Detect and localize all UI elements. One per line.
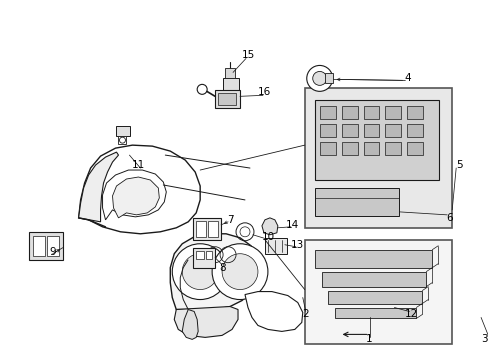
Bar xyxy=(208,221,218,237)
Bar xyxy=(314,188,399,216)
Bar xyxy=(29,232,62,260)
Bar xyxy=(218,93,236,105)
Text: 1: 1 xyxy=(366,334,372,345)
Circle shape xyxy=(197,84,207,94)
Bar xyxy=(223,78,239,90)
Bar xyxy=(385,142,401,155)
Bar xyxy=(385,106,401,119)
Bar xyxy=(224,68,235,78)
Bar xyxy=(385,124,401,137)
Bar xyxy=(363,142,379,155)
Bar xyxy=(314,250,431,268)
Text: 7: 7 xyxy=(226,215,233,225)
Circle shape xyxy=(172,244,227,300)
Text: 6: 6 xyxy=(445,213,451,223)
Text: 8: 8 xyxy=(218,263,225,273)
Text: 14: 14 xyxy=(285,220,299,230)
Bar xyxy=(319,124,335,137)
Bar xyxy=(196,251,203,259)
Bar xyxy=(341,124,357,137)
Text: 2: 2 xyxy=(302,310,308,319)
Bar xyxy=(363,124,379,137)
Polygon shape xyxy=(182,310,198,339)
Bar xyxy=(33,236,45,256)
Bar xyxy=(47,236,59,256)
Bar xyxy=(407,142,423,155)
Circle shape xyxy=(212,244,267,300)
Polygon shape xyxy=(244,292,302,332)
Bar xyxy=(363,106,379,119)
Bar xyxy=(193,248,215,268)
Bar xyxy=(264,238,286,254)
Bar xyxy=(407,106,423,119)
Text: 11: 11 xyxy=(132,160,145,170)
Polygon shape xyxy=(174,306,238,337)
Circle shape xyxy=(182,254,218,289)
Bar xyxy=(193,218,221,240)
Bar xyxy=(319,106,335,119)
Text: 12: 12 xyxy=(404,310,417,319)
Bar xyxy=(319,142,335,155)
Bar xyxy=(304,88,451,228)
Bar xyxy=(327,291,422,303)
Text: 3: 3 xyxy=(480,334,487,345)
Bar xyxy=(196,221,206,237)
Text: 5: 5 xyxy=(455,160,462,170)
Bar xyxy=(206,251,212,259)
Bar xyxy=(321,272,426,287)
Text: 13: 13 xyxy=(290,240,304,250)
Bar xyxy=(314,100,438,180)
Bar xyxy=(341,142,357,155)
Polygon shape xyxy=(170,234,259,310)
Bar xyxy=(334,307,415,319)
Circle shape xyxy=(306,66,332,91)
Text: 10: 10 xyxy=(261,232,274,242)
Circle shape xyxy=(312,71,326,85)
Polygon shape xyxy=(102,170,166,220)
Text: 4: 4 xyxy=(403,73,410,84)
Polygon shape xyxy=(79,152,118,222)
Polygon shape xyxy=(112,177,159,218)
Bar xyxy=(118,136,126,144)
Bar xyxy=(407,124,423,137)
Bar xyxy=(304,240,451,345)
Bar xyxy=(341,106,357,119)
Circle shape xyxy=(222,254,258,289)
Polygon shape xyxy=(262,218,277,235)
Polygon shape xyxy=(79,145,200,234)
Text: 16: 16 xyxy=(258,87,271,97)
Bar xyxy=(324,73,332,84)
Bar xyxy=(215,90,240,108)
Bar xyxy=(116,126,130,136)
Text: 9: 9 xyxy=(49,247,56,257)
Text: 15: 15 xyxy=(241,50,254,60)
